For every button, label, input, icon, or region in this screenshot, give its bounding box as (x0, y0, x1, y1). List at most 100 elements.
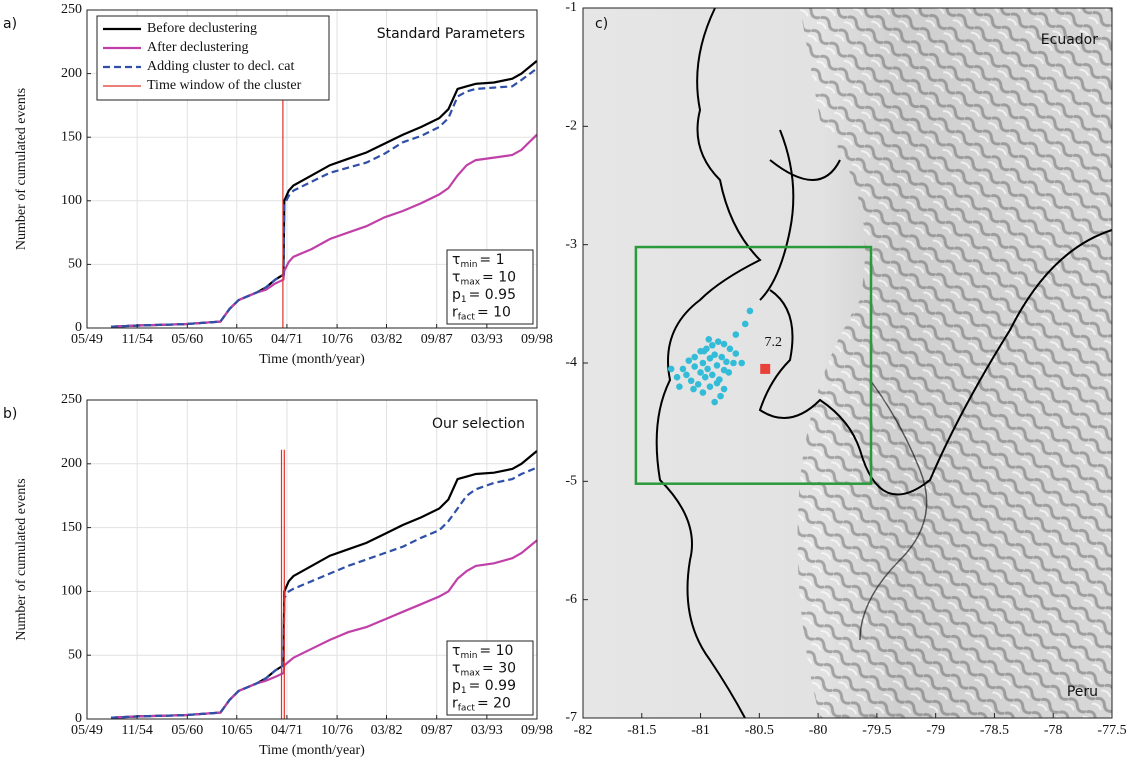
x-tick-label: 09/98 (521, 332, 553, 347)
y-tick-label: 150 (61, 129, 82, 144)
annotation: Standard Parameters (377, 26, 525, 42)
x-tick-label: -78 (1044, 723, 1063, 738)
y-tick-label: 200 (61, 456, 82, 471)
param-value: = 1 (479, 252, 504, 268)
event (690, 386, 697, 393)
param-value: = 0.95 (469, 287, 516, 303)
event (725, 369, 732, 376)
x-tick-label: 10/76 (321, 723, 353, 738)
panel-label: b) (3, 406, 17, 422)
panel-label: a) (3, 16, 17, 32)
x-axis-label: Time (month/year) (259, 743, 365, 758)
x-tick-label: 03/82 (371, 723, 403, 738)
y-tick-label: 250 (61, 2, 82, 17)
x-tick-label: 10/65 (221, 723, 253, 738)
x-tick-label: 04/71 (271, 723, 303, 738)
x-tick-label: 03/93 (471, 723, 503, 738)
country-label: Ecuador (1041, 32, 1098, 48)
x-tick-label: -81.5 (627, 723, 656, 738)
event (680, 366, 687, 373)
y-axis-label: Number of cumulated events (14, 478, 29, 640)
param-symbol: τ (452, 270, 460, 286)
param-subscript: fact (458, 703, 476, 713)
mainshock (760, 364, 770, 374)
event (674, 374, 681, 381)
y-tick-label: 50 (68, 257, 82, 272)
event (709, 372, 716, 379)
event (747, 308, 754, 315)
x-tick-label: -79 (926, 723, 945, 738)
param-subscript: min (460, 260, 477, 270)
param-symbol: p (452, 287, 461, 303)
event (700, 360, 707, 367)
param-symbol: τ (452, 643, 460, 659)
y-tick-label: -6 (565, 592, 577, 607)
event (733, 331, 740, 338)
event (676, 383, 683, 390)
event (691, 363, 698, 370)
x-tick-label: -78.5 (980, 723, 1009, 738)
param-symbol: τ (452, 252, 460, 268)
x-tick-label: -79.5 (862, 723, 891, 738)
event (742, 321, 749, 328)
event (711, 351, 718, 358)
event (702, 374, 709, 381)
x-tick-label: 03/93 (471, 332, 503, 347)
y-tick-label: 100 (61, 584, 82, 599)
event (714, 362, 721, 369)
y-tick-label: 150 (61, 520, 82, 535)
y-tick-label: -3 (565, 237, 577, 252)
x-tick-label: 10/76 (321, 332, 353, 347)
event (717, 393, 724, 400)
param-symbol: τ (452, 661, 460, 677)
param-symbol: p (452, 678, 461, 694)
event (707, 383, 714, 390)
param-subscript: 1 (461, 295, 467, 305)
magnitude-label: 7.2 (764, 335, 782, 350)
x-tick-label: 11/54 (121, 332, 152, 347)
event (691, 354, 698, 361)
event (721, 341, 728, 348)
param-value: = 20 (477, 696, 511, 712)
legend-label: After declustering (147, 40, 248, 55)
y-tick-label: -2 (565, 119, 577, 134)
event (721, 386, 728, 393)
event (727, 346, 734, 353)
event (668, 366, 675, 373)
x-tick-label: 10/65 (221, 332, 253, 347)
event (683, 372, 690, 379)
event (718, 354, 725, 361)
event (711, 399, 718, 406)
legend-label: Time window of the cluster (147, 78, 302, 93)
x-tick-label: -80 (809, 723, 828, 738)
event (723, 359, 730, 366)
x-tick-label: -77.5 (1097, 723, 1126, 738)
event (695, 381, 702, 388)
x-tick-label: 03/82 (371, 332, 403, 347)
map-background (583, 8, 1112, 718)
param-subscript: 1 (461, 686, 467, 696)
x-tick-label: -81 (691, 723, 710, 738)
figure: 05/4911/5405/6010/6504/7110/7603/8209/87… (0, 0, 1134, 766)
x-tick-label: -82 (574, 723, 593, 738)
x-tick-label: 09/87 (421, 332, 453, 347)
param-subscript: max (460, 277, 480, 287)
param-value: = 10 (477, 305, 511, 321)
y-tick-label: -1 (565, 0, 577, 15)
param-subscript: fact (458, 312, 476, 322)
event (701, 348, 708, 355)
param-value: = 30 (482, 661, 516, 677)
x-tick-label: 09/98 (521, 723, 553, 738)
y-axis-label: Number of cumulated events (14, 88, 29, 250)
param-value: = 0.99 (469, 678, 516, 694)
event (686, 357, 693, 364)
event (697, 369, 704, 376)
x-tick-label: 09/87 (421, 723, 453, 738)
param-subscript: max (460, 668, 480, 678)
y-tick-label: 250 (61, 392, 82, 407)
x-axis-label: Time (month/year) (259, 352, 365, 367)
event (730, 360, 737, 367)
x-tick-label: 05/60 (171, 332, 203, 347)
param-value: = 10 (479, 643, 513, 659)
y-tick-label: 0 (75, 320, 82, 335)
